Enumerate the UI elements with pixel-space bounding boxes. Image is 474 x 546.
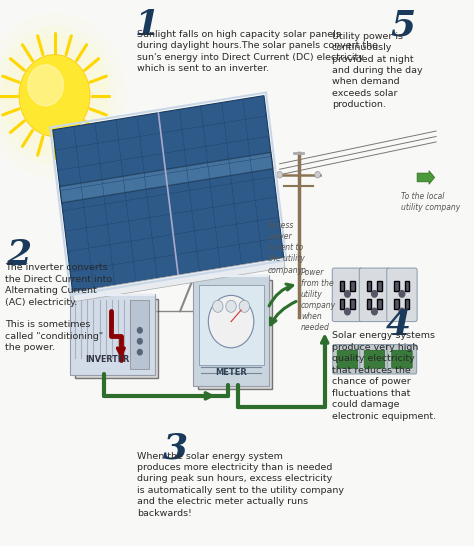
FancyBboxPatch shape <box>392 351 412 368</box>
Circle shape <box>0 14 125 177</box>
FancyBboxPatch shape <box>360 345 389 374</box>
FancyBboxPatch shape <box>405 299 409 308</box>
Text: 3: 3 <box>163 431 188 465</box>
FancyBboxPatch shape <box>333 345 362 374</box>
Text: Solar energy systems
produce very high
quality electricity
that reduces the
chan: Solar energy systems produce very high q… <box>332 331 436 420</box>
Circle shape <box>28 65 64 106</box>
FancyBboxPatch shape <box>130 300 149 369</box>
Circle shape <box>19 55 90 136</box>
FancyBboxPatch shape <box>350 281 355 291</box>
FancyBboxPatch shape <box>337 351 358 368</box>
FancyBboxPatch shape <box>199 285 264 365</box>
Circle shape <box>399 290 405 297</box>
Text: 4: 4 <box>385 308 411 342</box>
FancyBboxPatch shape <box>359 268 390 322</box>
Circle shape <box>372 290 377 297</box>
Circle shape <box>239 300 249 312</box>
FancyBboxPatch shape <box>394 299 399 308</box>
FancyBboxPatch shape <box>198 280 272 389</box>
Circle shape <box>212 300 223 312</box>
Circle shape <box>0 26 115 165</box>
Text: The inverter converts
the Direct Current into
Alternating Current
(AC) electrici: The inverter converts the Direct Current… <box>5 263 112 352</box>
FancyBboxPatch shape <box>364 351 385 368</box>
Circle shape <box>372 308 377 315</box>
FancyBboxPatch shape <box>53 96 284 292</box>
FancyBboxPatch shape <box>332 268 363 322</box>
FancyBboxPatch shape <box>394 281 399 291</box>
Circle shape <box>137 339 142 344</box>
FancyBboxPatch shape <box>367 299 371 308</box>
Circle shape <box>399 308 405 315</box>
Text: To the local
utility company: To the local utility company <box>401 192 460 212</box>
FancyArrow shape <box>417 170 435 184</box>
Text: INVERTER: INVERTER <box>86 355 130 364</box>
Text: When the solar energy system
produces more electricity than is needed
during pea: When the solar energy system produces mo… <box>137 452 345 518</box>
FancyBboxPatch shape <box>193 275 269 386</box>
FancyBboxPatch shape <box>405 281 409 291</box>
Circle shape <box>345 308 350 315</box>
FancyBboxPatch shape <box>350 299 355 308</box>
Text: 5: 5 <box>390 8 416 42</box>
Circle shape <box>226 300 236 312</box>
FancyBboxPatch shape <box>340 281 344 291</box>
Text: Utility power is
continuously
provided at night
and during the day
when demand
e: Utility power is continuously provided a… <box>332 32 422 109</box>
Circle shape <box>208 295 254 348</box>
Circle shape <box>3 36 106 155</box>
Text: 1: 1 <box>134 8 160 42</box>
Circle shape <box>315 171 320 178</box>
FancyBboxPatch shape <box>73 258 285 302</box>
Text: Sunlight falls on high capacity solar panels
during daylight hours.The solar pan: Sunlight falls on high capacity solar pa… <box>137 30 378 73</box>
Text: Power
from the
utility
company
when
needed: Power from the utility company when need… <box>301 268 336 332</box>
Circle shape <box>137 328 142 333</box>
FancyBboxPatch shape <box>387 268 417 322</box>
FancyBboxPatch shape <box>340 299 344 308</box>
FancyBboxPatch shape <box>387 345 417 374</box>
FancyBboxPatch shape <box>367 281 371 291</box>
Circle shape <box>137 349 142 355</box>
FancyBboxPatch shape <box>75 299 158 378</box>
Circle shape <box>345 290 350 297</box>
Circle shape <box>277 171 283 178</box>
FancyBboxPatch shape <box>60 152 273 203</box>
Text: 2: 2 <box>6 238 32 271</box>
FancyBboxPatch shape <box>70 294 155 375</box>
Text: Excess
power
is sent to
the utility
company: Excess power is sent to the utility comp… <box>268 221 305 275</box>
Text: METER: METER <box>215 368 247 377</box>
FancyBboxPatch shape <box>377 299 382 308</box>
FancyBboxPatch shape <box>377 281 382 291</box>
